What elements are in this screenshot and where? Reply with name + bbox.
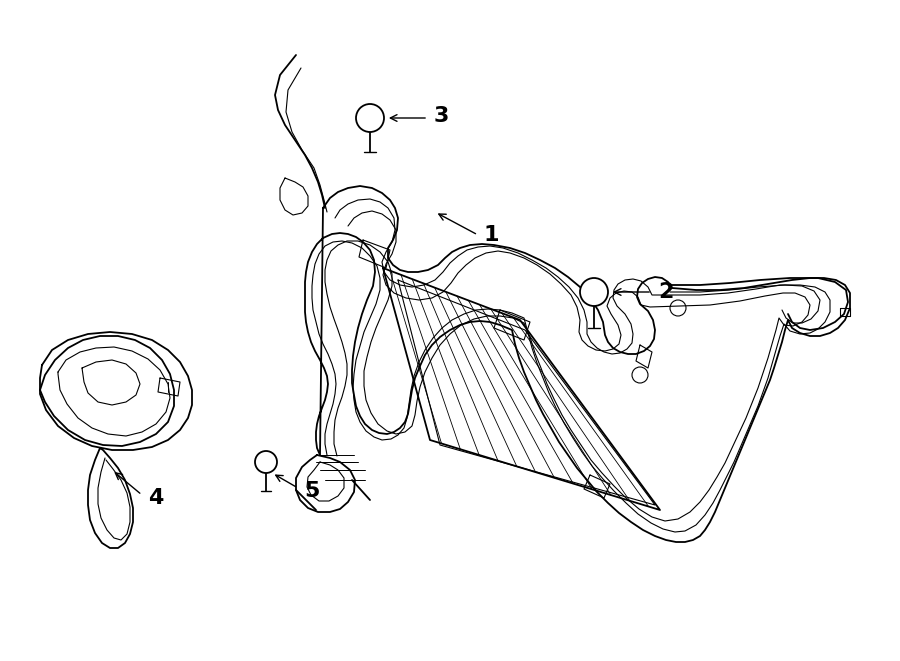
Text: 5: 5 [304, 481, 320, 501]
Text: 3: 3 [434, 106, 449, 126]
Text: 2: 2 [658, 282, 673, 302]
Text: 4: 4 [148, 488, 164, 508]
Circle shape [580, 278, 608, 306]
Circle shape [356, 104, 384, 132]
Circle shape [255, 451, 277, 473]
Text: 1: 1 [483, 225, 499, 245]
